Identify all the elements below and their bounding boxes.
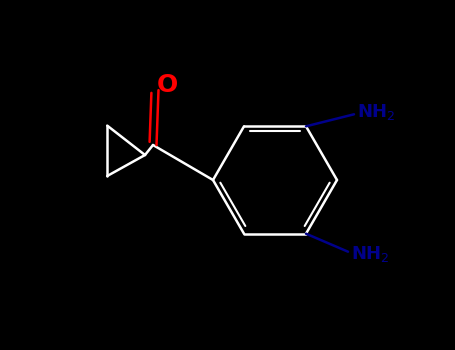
- Text: NH$_2$: NH$_2$: [357, 102, 395, 122]
- Text: O: O: [157, 73, 177, 97]
- Text: NH$_2$: NH$_2$: [351, 244, 389, 264]
